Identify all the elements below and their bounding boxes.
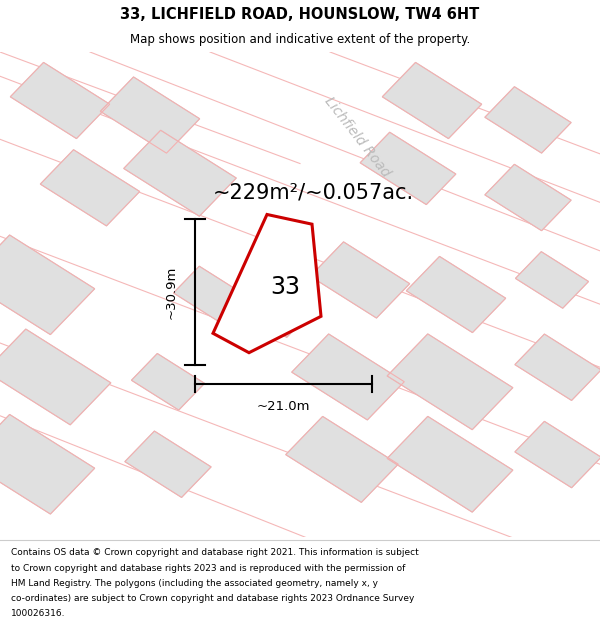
Polygon shape <box>286 416 398 502</box>
Text: 100026316.: 100026316. <box>11 609 65 618</box>
Text: Map shows position and indicative extent of the property.: Map shows position and indicative extent… <box>130 32 470 46</box>
Text: HM Land Registry. The polygons (including the associated geometry, namely x, y: HM Land Registry. The polygons (includin… <box>11 579 378 588</box>
Text: to Crown copyright and database rights 2023 and is reproduced with the permissio: to Crown copyright and database rights 2… <box>11 564 405 572</box>
Polygon shape <box>515 252 589 308</box>
Polygon shape <box>485 87 571 153</box>
Polygon shape <box>292 334 404 420</box>
Polygon shape <box>387 334 513 430</box>
Text: 33: 33 <box>270 275 300 299</box>
Polygon shape <box>131 354 205 410</box>
Polygon shape <box>387 416 513 512</box>
Text: Contains OS data © Crown copyright and database right 2021. This information is : Contains OS data © Crown copyright and d… <box>11 549 419 558</box>
Polygon shape <box>0 414 95 514</box>
Polygon shape <box>10 62 110 139</box>
Polygon shape <box>213 214 321 352</box>
Text: ~30.9m: ~30.9m <box>164 266 178 319</box>
Polygon shape <box>310 242 410 318</box>
Polygon shape <box>360 132 456 204</box>
Polygon shape <box>0 235 95 334</box>
Text: Lichfield Road: Lichfield Road <box>322 94 392 179</box>
Polygon shape <box>173 266 247 322</box>
Polygon shape <box>100 77 200 153</box>
Polygon shape <box>382 62 482 139</box>
Polygon shape <box>124 130 236 216</box>
Polygon shape <box>40 150 140 226</box>
Polygon shape <box>515 421 600 488</box>
Text: co-ordinates) are subject to Crown copyright and database rights 2023 Ordnance S: co-ordinates) are subject to Crown copyr… <box>11 594 414 603</box>
Polygon shape <box>515 334 600 401</box>
Polygon shape <box>239 281 313 338</box>
Polygon shape <box>485 164 571 231</box>
Text: ~229m²/~0.057ac.: ~229m²/~0.057ac. <box>213 182 414 203</box>
Polygon shape <box>406 256 506 332</box>
Polygon shape <box>0 329 111 425</box>
Polygon shape <box>125 431 211 498</box>
Text: ~21.0m: ~21.0m <box>257 399 311 412</box>
Text: 33, LICHFIELD ROAD, HOUNSLOW, TW4 6HT: 33, LICHFIELD ROAD, HOUNSLOW, TW4 6HT <box>121 7 479 22</box>
